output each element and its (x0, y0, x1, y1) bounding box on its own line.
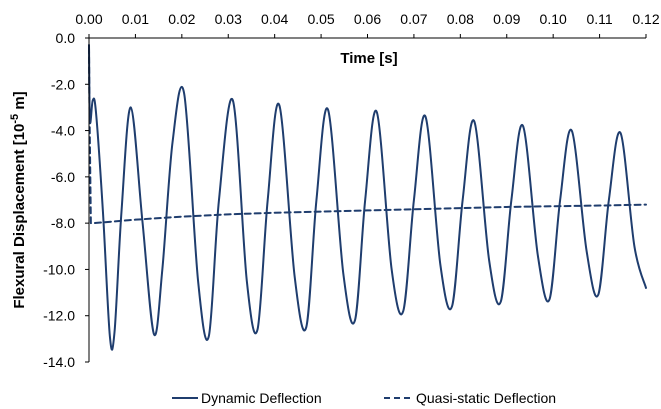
x-tick-label: 0.08 (447, 11, 474, 27)
x-tick-label: 0.00 (75, 11, 102, 27)
x-axis-title: Time [s] (340, 50, 397, 67)
plot-area (88, 43, 647, 351)
x-tick-label: 0.05 (307, 11, 334, 27)
y-axis-title: Flexural Displacement [10-5 m] (9, 91, 28, 308)
legend-label-quasi-static: Quasi-static Deflection (416, 390, 556, 406)
x-tick-label: 0.10 (540, 11, 567, 27)
x-tick-label: 0.03 (215, 11, 242, 27)
y-tick-label: -10.0 (43, 261, 75, 277)
x-tick-label: 0.09 (493, 11, 520, 27)
legend: Dynamic Deflection Quasi-static Deflecti… (172, 390, 556, 406)
y-axis: 0.0 -2.0 -4.0 -6.0 -8.0 -10.0 -12.0 -14.0 (43, 30, 90, 370)
series-line-dynamic (88, 43, 647, 351)
y-tick-label: -2.0 (51, 76, 75, 92)
y-tick-label: -6.0 (51, 169, 75, 185)
x-tick-label: 0.02 (168, 11, 195, 27)
legend-label-dynamic: Dynamic Deflection (201, 390, 322, 406)
x-tick-label: 0.12 (632, 11, 659, 27)
x-axis: 0.00 0.01 0.02 0.03 0.04 0.05 0.06 0.07 0.08 0.09… (75, 11, 660, 39)
x-tick-label: 0.07 (400, 11, 427, 27)
y-tick-label: -4.0 (51, 123, 75, 139)
x-tick-label: 0.11 (586, 11, 612, 27)
series-line-quasi-static (88, 46, 647, 225)
y-tick-label: -12.0 (43, 308, 75, 324)
y-tick-label: 0.0 (56, 30, 76, 46)
x-tick-label: 0.04 (261, 11, 288, 27)
x-tick-label: 0.01 (122, 11, 149, 27)
y-tick-label: -14.0 (43, 354, 75, 370)
x-tick-label: 0.06 (354, 11, 381, 27)
y-tick-label: -8.0 (51, 215, 75, 231)
